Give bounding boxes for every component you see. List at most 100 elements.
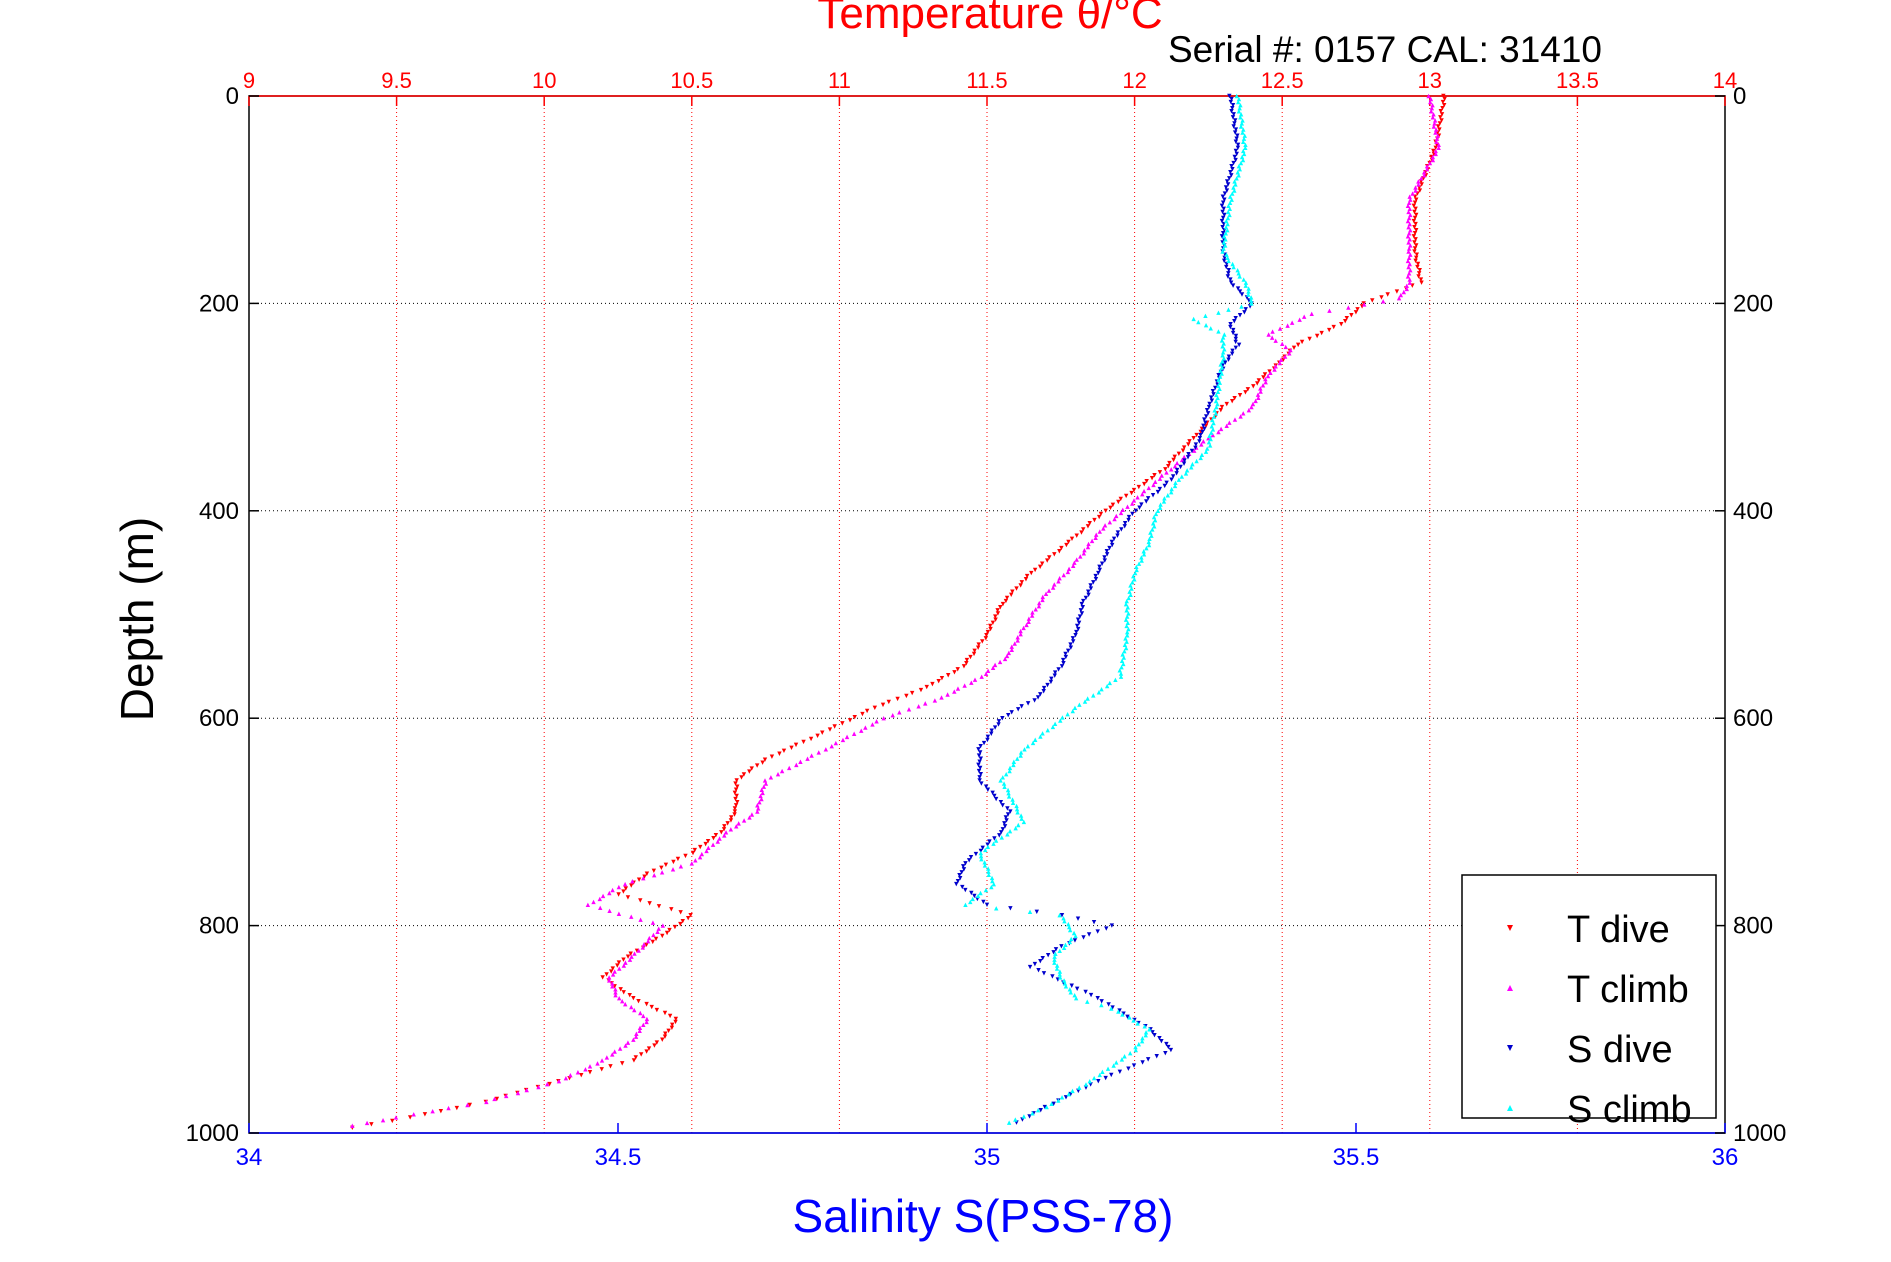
data-point	[364, 1120, 370, 1126]
data-point	[989, 875, 995, 881]
data-point	[1027, 909, 1033, 914]
data-point	[587, 1070, 593, 1075]
data-point	[1436, 145, 1441, 151]
data-point	[595, 1061, 600, 1066]
data-point	[1074, 986, 1080, 992]
data-point	[1218, 362, 1223, 367]
data-point	[1262, 372, 1268, 377]
data-point	[1307, 336, 1312, 342]
data-point	[610, 981, 615, 986]
data-point	[1212, 408, 1217, 413]
data-point	[1126, 514, 1132, 520]
data-point	[711, 835, 716, 841]
data-point	[1002, 656, 1008, 662]
data-point	[1237, 393, 1243, 398]
data-point	[597, 896, 603, 902]
data-point	[1232, 121, 1237, 126]
data-point	[1173, 480, 1178, 486]
data-point	[1109, 542, 1115, 548]
data-point	[733, 796, 738, 802]
data-point	[976, 768, 982, 774]
data-point	[1416, 274, 1421, 279]
data-point	[710, 842, 716, 847]
data-point	[984, 633, 989, 638]
data-point	[1088, 586, 1094, 591]
data-point	[494, 1096, 500, 1102]
data-point	[411, 1112, 416, 1117]
data-point	[1411, 234, 1417, 239]
data-point	[973, 851, 979, 857]
data-point	[932, 698, 938, 703]
data-point	[1240, 118, 1245, 123]
data-point	[1237, 274, 1242, 279]
data-point	[678, 910, 683, 915]
data-point	[1236, 173, 1241, 178]
data-point	[1002, 784, 1007, 790]
data-point	[1014, 586, 1019, 591]
data-point	[832, 724, 837, 729]
data-point	[1429, 109, 1434, 114]
data-point	[916, 704, 921, 709]
data-point	[715, 839, 720, 844]
data-point	[1438, 109, 1443, 114]
data-point	[1219, 365, 1225, 370]
data-point	[1236, 96, 1242, 102]
data-point	[598, 905, 603, 911]
data-point	[1169, 489, 1174, 495]
data-point	[1213, 411, 1219, 416]
data-point	[629, 883, 634, 888]
data-point	[985, 737, 990, 743]
data-point	[1163, 1050, 1168, 1056]
data-point	[1075, 617, 1081, 622]
data-point	[644, 942, 649, 948]
data-point	[957, 875, 963, 881]
data-point	[1196, 319, 1201, 325]
data-point	[1025, 701, 1031, 706]
data-point	[1082, 548, 1087, 553]
data-point	[1081, 935, 1086, 940]
data-point	[1085, 544, 1091, 550]
data-point	[616, 960, 622, 965]
data-point	[1140, 1035, 1145, 1041]
data-point	[820, 730, 825, 735]
data-point	[659, 870, 665, 875]
data-point	[717, 836, 722, 841]
data-point	[1108, 505, 1113, 511]
data-point	[1234, 151, 1239, 157]
data-point	[749, 812, 755, 817]
data-point	[964, 661, 969, 666]
data-point	[993, 838, 999, 843]
data-point	[852, 714, 857, 720]
data-point	[1216, 383, 1221, 388]
data-point	[1013, 1117, 1018, 1122]
data-point	[1221, 356, 1227, 361]
data-point	[741, 772, 747, 777]
data-point	[1076, 620, 1082, 625]
data-point	[1067, 939, 1073, 945]
data-point	[1001, 781, 1007, 786]
data-point	[1243, 283, 1248, 288]
data-point	[1380, 299, 1386, 304]
data-point	[1007, 768, 1012, 774]
data-point	[1037, 600, 1042, 606]
data-point	[504, 1093, 509, 1099]
data-point	[1246, 292, 1251, 297]
data-point	[1411, 203, 1417, 208]
data-point	[847, 718, 853, 723]
data-point	[515, 1090, 521, 1096]
data-point	[1064, 542, 1069, 548]
data-point	[672, 924, 678, 930]
legend-label: T climb	[1567, 969, 1689, 1011]
data-point	[1228, 324, 1233, 330]
data-point	[606, 975, 612, 980]
data-point	[638, 898, 643, 903]
data-point	[957, 873, 962, 878]
data-point	[989, 728, 994, 733]
data-point	[620, 998, 625, 1004]
data-point	[1124, 623, 1129, 629]
data-point	[945, 692, 950, 697]
data-point	[484, 1099, 489, 1105]
data-point	[1059, 913, 1065, 918]
data-point	[1406, 240, 1411, 245]
data-point	[993, 617, 998, 622]
